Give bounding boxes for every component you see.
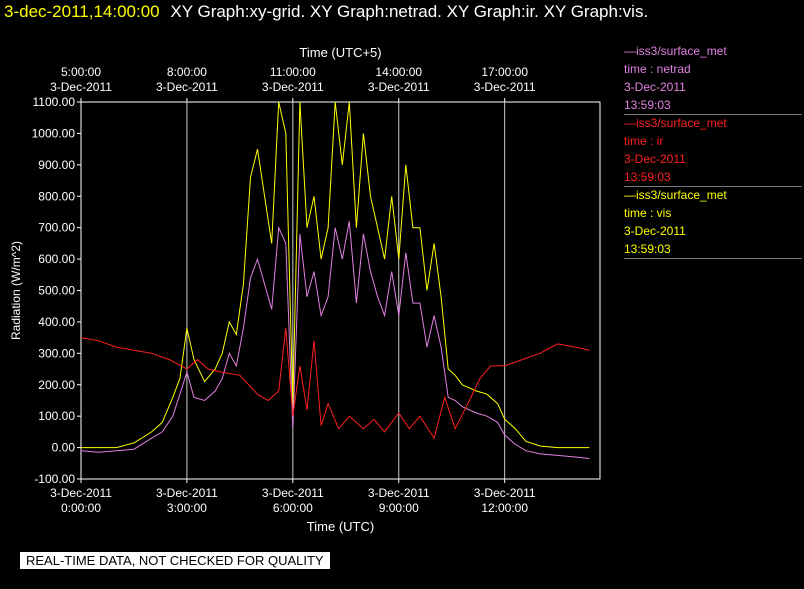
- legend-netrad-variable: time : netrad: [624, 62, 691, 76]
- header-graph-titles: XY Graph:xy-grid. XY Graph:netrad. XY Gr…: [170, 2, 649, 21]
- series-line-netrad: [81, 221, 590, 460]
- legend-ir-source: —iss3/surface_met: [624, 116, 727, 130]
- legend-vis-variable: time : vis: [624, 206, 672, 220]
- quality-warning-banner: REAL-TIME DATA, NOT CHECKED FOR QUALITY: [20, 552, 330, 569]
- legend-vis-date: 3-Dec-2011: [624, 224, 686, 238]
- y-tick-label: 300.00: [38, 346, 75, 360]
- y-tick-label: 1100.00: [33, 95, 76, 109]
- x-tick-date: 3-Dec-2011: [368, 486, 430, 500]
- x2-tick-date: 3-Dec-2011: [474, 80, 536, 94]
- x-tick-time: 12:00:00: [481, 501, 528, 515]
- x-tick-date: 3-Dec-2011: [156, 486, 218, 500]
- y-tick-label: 600.00: [38, 252, 75, 266]
- x2-tick-date: 3-Dec-2011: [156, 80, 218, 94]
- legend-ir: —iss3/surface_met time : ir 3-Dec-2011 1…: [624, 114, 802, 187]
- y-axis-label: Radiation (W/m^2): [9, 241, 23, 340]
- x-tick-date: 3-Dec-2011: [262, 486, 324, 500]
- x2-tick-date: 3-Dec-2011: [368, 80, 430, 94]
- y-tick-label: 700.00: [38, 221, 75, 235]
- legend-vis-time: 13:59:03: [624, 242, 671, 256]
- x2-tick-time: 8:00:00: [167, 65, 207, 79]
- header: 3-dec-2011,14:00:00 XY Graph:xy-grid. XY…: [4, 2, 648, 22]
- x2-tick-time: 17:00:00: [481, 65, 528, 79]
- legend-netrad-source: —iss3/surface_met: [624, 44, 727, 58]
- y-tick-label: 500.00: [38, 284, 75, 298]
- x-tick-date: 3-Dec-2011: [474, 486, 536, 500]
- legend-netrad: —iss3/surface_met time : netrad 3-Dec-20…: [624, 42, 802, 115]
- y-tick-label: 0.00: [52, 441, 76, 455]
- legend-netrad-date: 3-Dec-2011: [624, 80, 686, 94]
- series-line-ir: [81, 328, 590, 440]
- x2-tick-date: 3-Dec-2011: [262, 80, 324, 94]
- legend-ir-time: 13:59:03: [624, 170, 671, 184]
- x-tick-date: 3-Dec-2011: [50, 486, 112, 500]
- legend-ir-date: 3-Dec-2011: [624, 152, 686, 166]
- x-tick-time: 9:00:00: [379, 501, 419, 515]
- y-tick-label: 200.00: [38, 378, 75, 392]
- header-timestamp: 3-dec-2011,14:00:00: [4, 2, 160, 21]
- x2-tick-time: 14:00:00: [375, 65, 422, 79]
- y-tick-label: 900.00: [38, 158, 75, 172]
- x-tick-time: 0:00:00: [61, 501, 101, 515]
- y-tick-label: 800.00: [38, 189, 75, 203]
- x-tick-time: 3:00:00: [167, 501, 207, 515]
- series-line-vis: [81, 102, 590, 449]
- legend-vis-source: —iss3/surface_met: [624, 188, 727, 202]
- legend-netrad-time: 13:59:03: [624, 98, 671, 112]
- legend-ir-variable: time : ir: [624, 134, 664, 148]
- x2-tick-date: 3-Dec-2011: [50, 80, 112, 94]
- x2-axis-label: Time (UTC+5): [299, 45, 381, 60]
- legend-vis: —iss3/surface_met time : vis 3-Dec-2011 …: [624, 186, 802, 259]
- x-tick-time: 6:00:00: [273, 501, 313, 515]
- y-tick-label: 100.00: [38, 409, 75, 423]
- plot-frame: [80, 101, 601, 480]
- x-axis-label: Time (UTC): [307, 519, 374, 534]
- y-tick-label: 1000.00: [32, 126, 76, 140]
- x2-tick-time: 11:00:00: [270, 65, 316, 79]
- y-tick-label: -100.00: [34, 472, 75, 486]
- y-tick-label: 400.00: [38, 315, 75, 329]
- x2-tick-time: 5:00:00: [61, 65, 101, 79]
